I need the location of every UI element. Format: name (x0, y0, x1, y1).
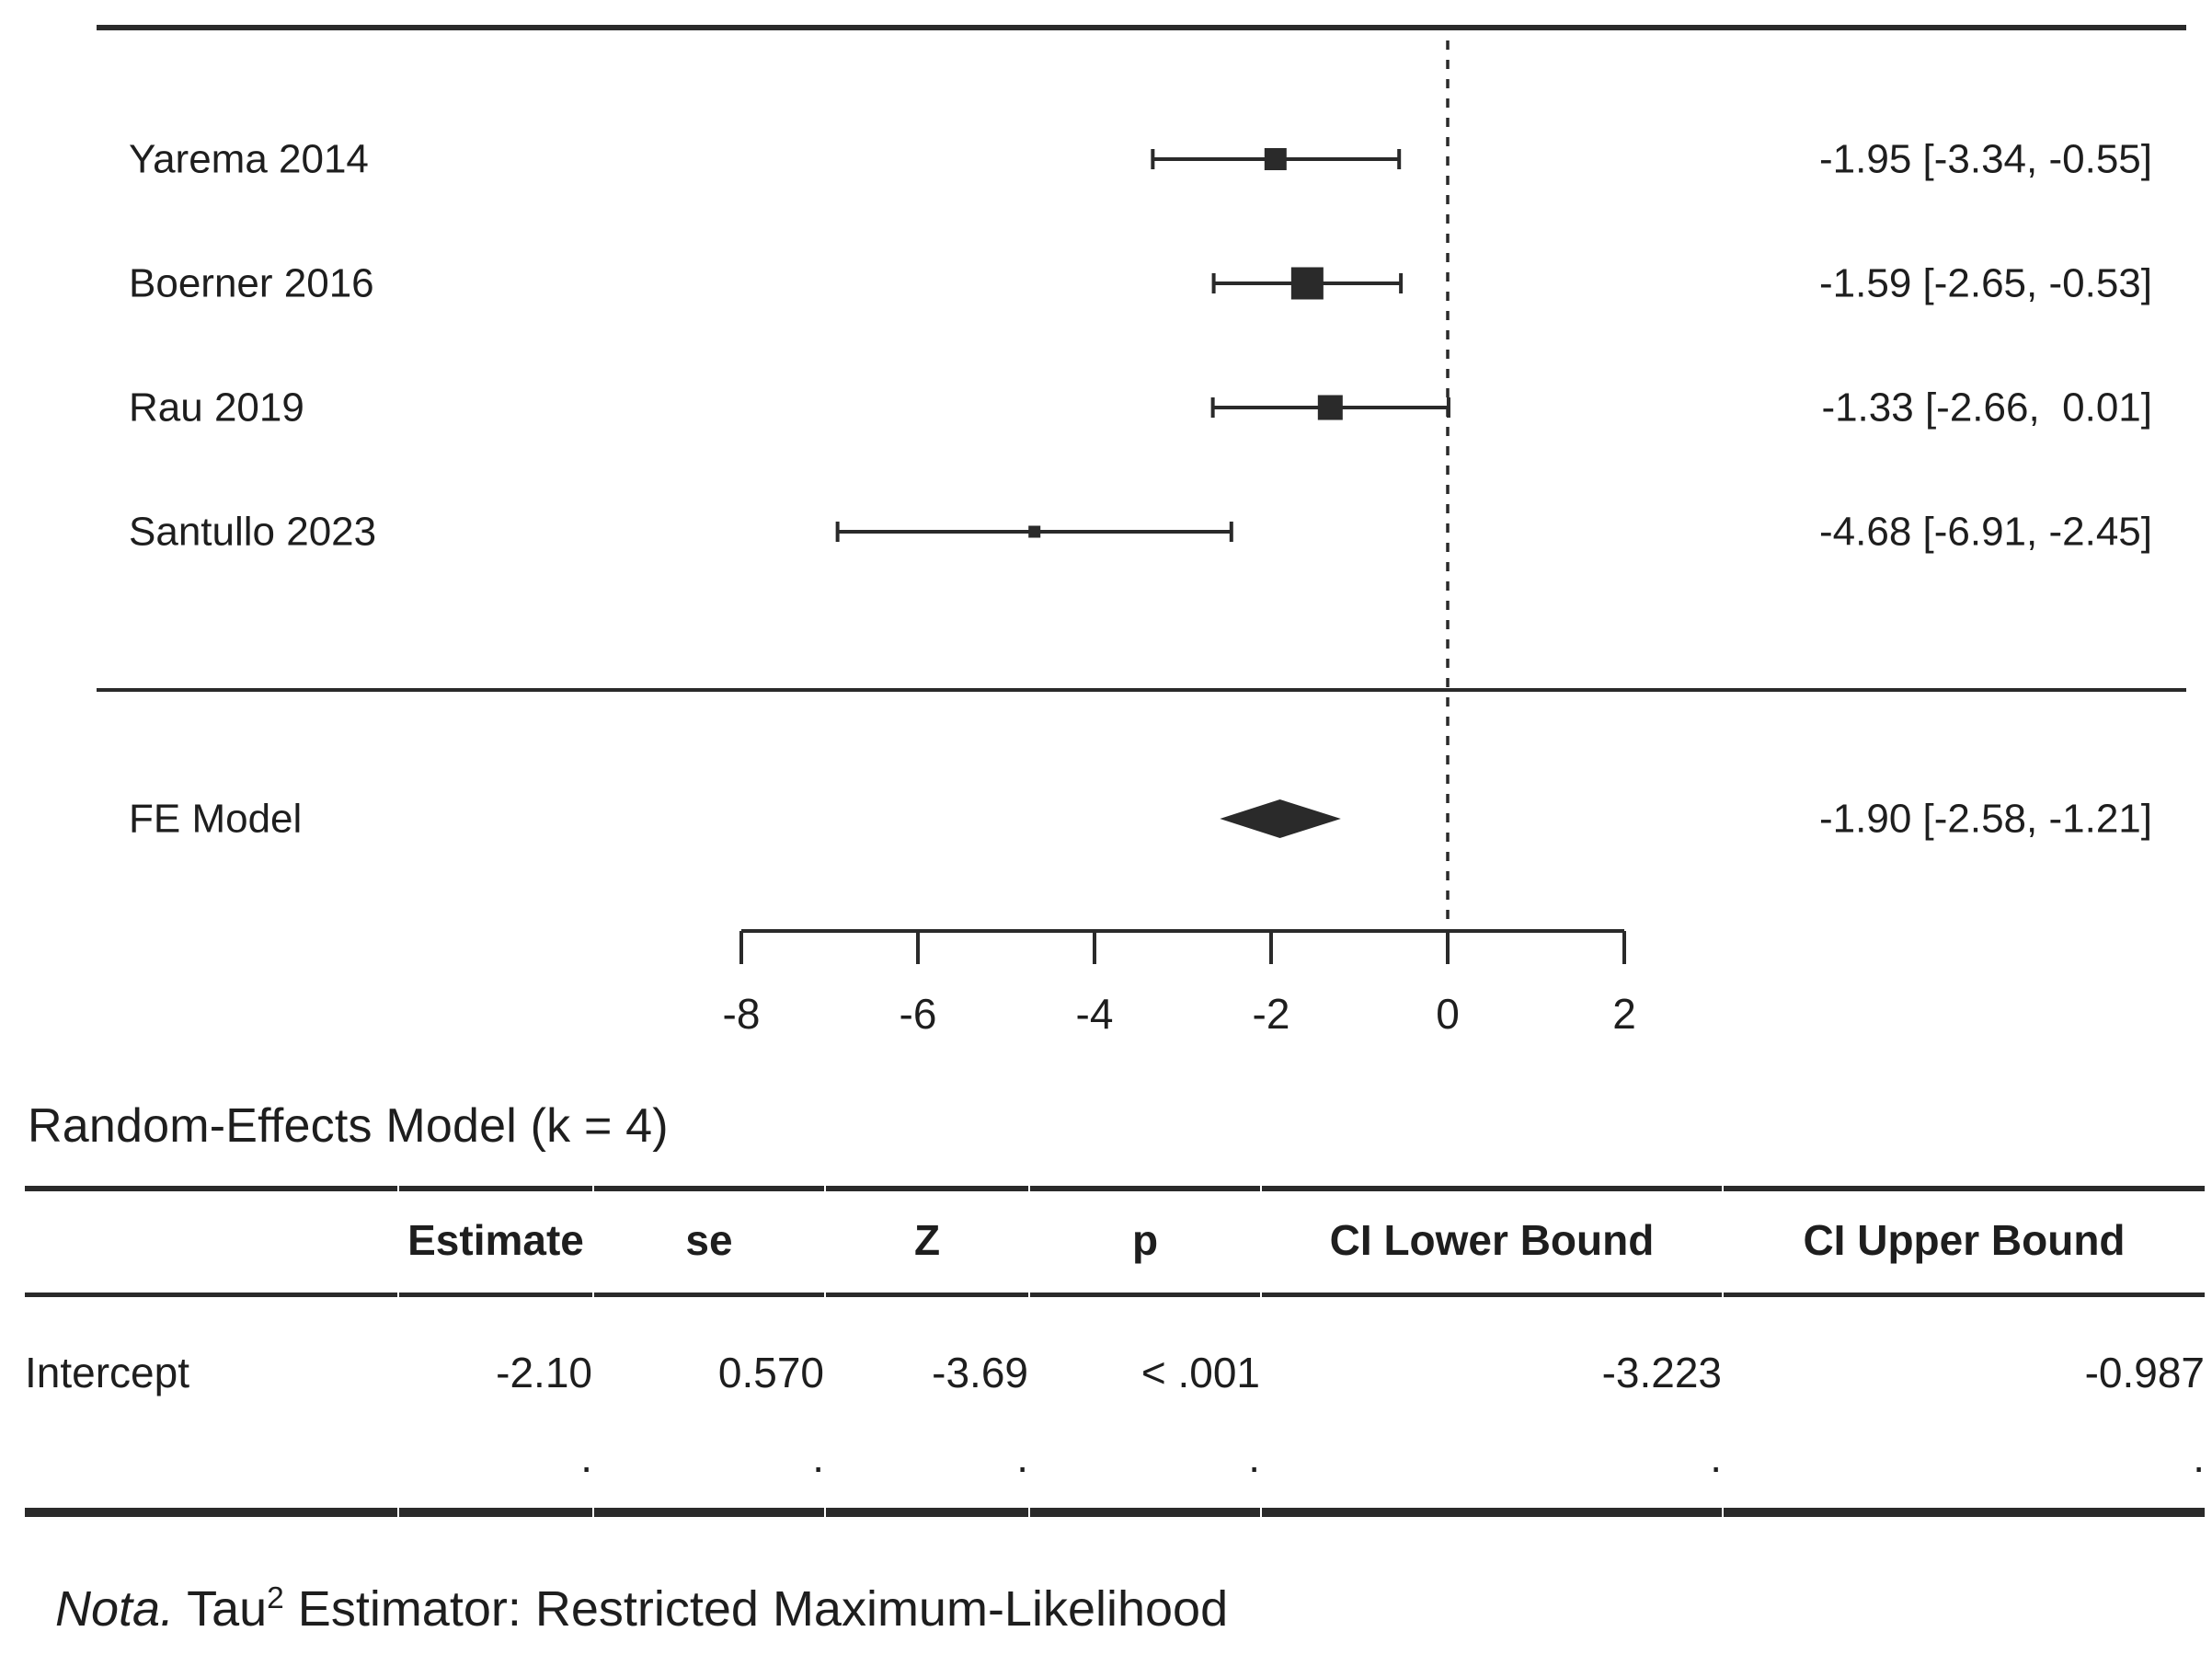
axis-tick-label: -6 (900, 990, 937, 1038)
study-row-label: Santullo 2023 (129, 510, 376, 555)
axis-tick-label: -8 (723, 990, 761, 1038)
value-cell: . (594, 1407, 824, 1517)
value-cell: -0.987 (2084, 1349, 2205, 1396)
value-cell: < .001 (1140, 1349, 1260, 1396)
study-ci-annotation: -4.68 [-6.91, -2.45] (1819, 510, 2152, 555)
study-marker (1264, 148, 1287, 170)
study-row-label: Rau 2019 (129, 385, 304, 431)
table-header-empty (25, 1186, 397, 1297)
value-cell: . (826, 1407, 1028, 1517)
value-cell: -3.69 (932, 1349, 1028, 1396)
table-header-z: Z (826, 1186, 1028, 1297)
note-rest-text: Estimator: Restricted Maximum-Likelihood (283, 1581, 1229, 1637)
study-marker (1317, 395, 1343, 420)
value-cell: . (1724, 1407, 2205, 1517)
axis-tick-label: -4 (1076, 990, 1114, 1038)
axis-tick-label: -2 (1253, 990, 1290, 1038)
re-model-title: Random-Effects Model (k = 4) (28, 1099, 669, 1153)
study-row-label: Yarema 2014 (129, 137, 369, 182)
value-cell: -3.223 (1601, 1349, 1722, 1396)
summary-ci-annotation: -1.90 [-2.58, -1.21] (1819, 797, 2152, 842)
value-cell: . (1030, 1407, 1260, 1517)
note-line: Nota. Tau2 Estimator: Restricted Maximum… (55, 1580, 1228, 1637)
study-ci-annotation: -1.33 [-2.66, 0.01] (1821, 385, 2152, 431)
table-header-p: p (1030, 1186, 1260, 1297)
value-cell: -2.10 (496, 1349, 592, 1396)
forest-plot: Yarema 2014 -1.95 [-3.34, -0.55] Boerner 2… (97, 25, 2186, 1038)
value-cell: . (399, 1407, 592, 1517)
axis-tick-label: 0 (1436, 990, 1460, 1038)
summary-diamond (1220, 799, 1341, 838)
table-header-ci-lower-bound: CI Lower Bound (1262, 1186, 1722, 1297)
table-header-se: se (594, 1186, 824, 1297)
row-label-cell: Intercept (25, 1349, 189, 1396)
table-row-intercept: Intercept -2.10 0.570 -3.69 < .001 -3.223 -0.9… (25, 1297, 2205, 1407)
axis-tick-label: 2 (1612, 990, 1636, 1038)
note-prefix: Nota. (55, 1581, 175, 1637)
study-ci-annotation: -1.59 [-2.65, -0.53] (1819, 261, 2152, 306)
value-cell: 0.570 (717, 1349, 824, 1396)
note-superscript: 2 (267, 1581, 284, 1615)
note-tau-text: Tau (174, 1581, 268, 1637)
study-row-label: Boerner 2016 (129, 261, 374, 306)
study-ci-annotation: -1.95 [-3.34, -0.55] (1819, 137, 2152, 182)
study-marker (1028, 525, 1041, 538)
value-cell: . (1262, 1407, 1722, 1517)
row-label-cell (25, 1407, 397, 1517)
table-header-estimate: Estimate (399, 1186, 592, 1297)
table-header-ci-upper-bound: CI Upper Bound (1724, 1186, 2205, 1297)
study-marker (1290, 267, 1324, 300)
table-empty-dots-row: ...... (25, 1407, 2205, 1517)
summary-label: FE Model (129, 797, 302, 842)
